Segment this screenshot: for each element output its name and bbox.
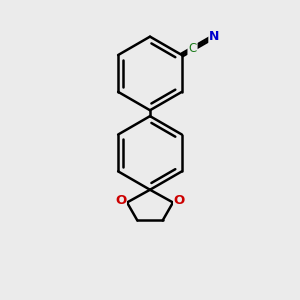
Text: C: C	[188, 42, 197, 56]
Text: O: O	[115, 194, 126, 208]
Text: N: N	[209, 30, 220, 43]
Text: O: O	[174, 194, 185, 208]
